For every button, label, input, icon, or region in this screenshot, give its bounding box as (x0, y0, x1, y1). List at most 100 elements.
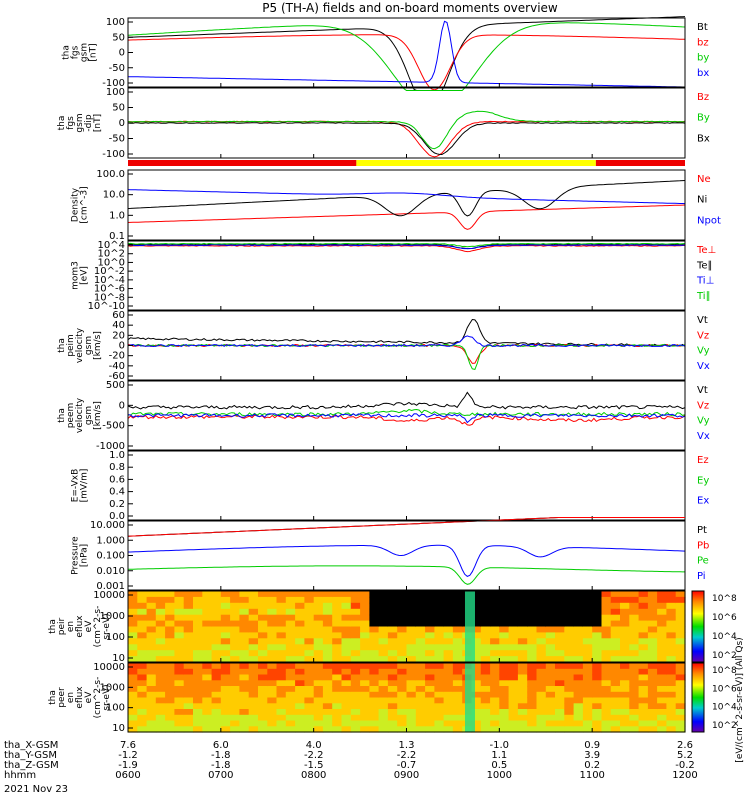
heatmap-cell (128, 703, 138, 710)
heatmap-cell (397, 668, 408, 676)
heatmap-cell (601, 697, 612, 704)
heatmap-cell (517, 620, 528, 628)
heatmap-cell (397, 591, 408, 598)
heatmap-cell (304, 709, 315, 716)
heatmap-cell (527, 714, 538, 722)
legend-entry: Ti⊥ (696, 276, 714, 287)
heatmap-cell (592, 644, 603, 651)
heatmap-cell (276, 697, 287, 704)
series-line-Vx (127, 413, 686, 424)
heatmap-cell (332, 608, 343, 616)
heatmap-cell (183, 714, 194, 722)
heatmap-cell (601, 602, 612, 610)
heatmap-cell (517, 697, 528, 704)
heatmap-cell (155, 714, 166, 722)
heatmap-cell (304, 644, 315, 651)
colorbar-tick-label: 10^2 (712, 651, 737, 661)
heatmap-cell (499, 726, 510, 733)
heatmap-cell (230, 620, 240, 628)
heatmap-cell (406, 703, 417, 710)
y-tick-label: 1.0 (109, 450, 125, 461)
heatmap-cell (666, 720, 677, 727)
heatmap-cell (146, 726, 157, 733)
heatmap-cell (378, 608, 389, 616)
heatmap-cell (193, 697, 203, 704)
heatmap-cell (137, 644, 148, 651)
y-tick-label: 0.0 (109, 511, 125, 522)
heatmap-cell (508, 650, 519, 657)
heatmap-cell (666, 697, 677, 704)
heatmap-cell (582, 668, 593, 676)
ephemeris-label: tha_X-GSM (4, 740, 58, 751)
heatmap-cell (128, 686, 138, 693)
heatmap-cell (165, 714, 175, 722)
heatmap-cell (295, 626, 305, 633)
legend-entry: Pe (697, 556, 709, 567)
heatmap-cell (592, 638, 603, 645)
heatmap-cell (452, 674, 463, 681)
heatmap-cell (276, 726, 287, 733)
heatmap-cell (248, 656, 259, 663)
series-line-Pb (127, 517, 685, 537)
heatmap-cell (258, 680, 268, 687)
heatmap-cell (267, 680, 278, 687)
heatmap-cell (239, 703, 250, 710)
heatmap-cell (313, 674, 324, 681)
y-tick-label: 0.2 (109, 499, 125, 510)
heatmap-cell (564, 638, 575, 645)
heatmap-cell (155, 602, 166, 610)
heatmap-cell (285, 644, 296, 651)
heatmap-cell (647, 620, 658, 628)
heatmap-cell (360, 726, 370, 733)
y-axis-label-line: velocity (75, 397, 85, 433)
heatmap-cell (508, 626, 519, 633)
heatmap-cell (267, 650, 278, 657)
heatmap-cell (527, 650, 538, 657)
heatmap-cell (258, 686, 268, 693)
heatmap-cell (675, 668, 686, 676)
heatmap-cell (443, 614, 454, 622)
heatmap-cell (555, 614, 565, 622)
heatmap-cell (360, 620, 370, 628)
heatmap-feature (464, 591, 475, 662)
heatmap-cell (304, 626, 315, 633)
heatmap-cell (573, 614, 584, 622)
heatmap-cell (564, 709, 575, 716)
heatmap-cell (471, 632, 482, 639)
heatmap-cell (387, 680, 398, 687)
heatmap-cell (406, 697, 417, 704)
heatmap-cell (155, 703, 166, 710)
heatmap-cell (452, 663, 463, 670)
heatmap-cell (452, 614, 463, 622)
heatmap-cell (499, 680, 510, 687)
heatmap-cell (313, 663, 324, 670)
heatmap-cell (490, 691, 500, 699)
heatmap-cell (675, 602, 686, 610)
heatmap-cell (211, 591, 222, 598)
y-tick-label: -500 (102, 421, 125, 432)
heatmap-cell (452, 697, 463, 704)
heatmap-cell (378, 656, 389, 663)
y-tick-label: 10000 (93, 590, 125, 601)
y-tick-label: 0.010 (96, 566, 125, 577)
y-tick-label: 0 (119, 341, 125, 352)
heatmap-cell (378, 620, 389, 628)
heatmap-cell (443, 632, 454, 639)
ephemeris-value: 0.2 (584, 760, 600, 771)
heatmap-cell (128, 626, 138, 633)
heatmap-cell (406, 663, 417, 670)
heatmap-cell (471, 656, 482, 663)
heatmap-cell (230, 697, 240, 704)
heatmap-cell (620, 674, 630, 681)
heatmap-cell (592, 591, 603, 598)
heatmap-cell (629, 656, 640, 663)
heatmap-cell (601, 608, 612, 616)
y-axis-label-line: tha (62, 45, 72, 60)
heatmap-cell (666, 726, 677, 733)
heatmap-cell (564, 703, 575, 710)
heatmap-cell (638, 591, 649, 598)
heatmap-cell (601, 638, 612, 645)
heatmap-cell (220, 697, 231, 704)
heatmap-cell (146, 720, 157, 727)
